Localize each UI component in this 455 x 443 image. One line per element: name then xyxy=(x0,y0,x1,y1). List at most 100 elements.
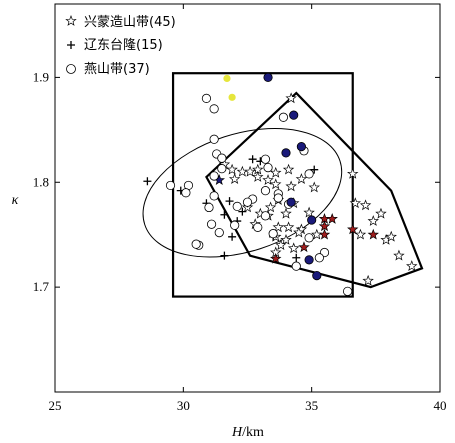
data-point-circle xyxy=(278,112,289,122)
data-point-star xyxy=(362,274,374,286)
data-point-circle xyxy=(314,253,324,263)
y-axis-title: κ xyxy=(12,193,19,208)
x-axis: 25 30 35 40 xyxy=(49,4,447,413)
region-ellipse xyxy=(142,128,343,258)
legend-plus-icon xyxy=(67,41,75,49)
data-point-circle xyxy=(217,153,227,163)
data-point-circle-navy xyxy=(304,255,314,265)
data-point-star-red xyxy=(326,212,338,224)
data-point-star xyxy=(270,178,282,190)
data-point-star xyxy=(287,242,300,254)
data-point-circle xyxy=(260,186,271,196)
data-point-circle xyxy=(209,134,219,144)
data-point-star xyxy=(406,260,418,272)
data-point-star xyxy=(354,228,367,240)
data-point-circle xyxy=(342,286,353,296)
data-point-star-red xyxy=(367,228,379,240)
data-point-star xyxy=(244,165,256,177)
data-point-circle xyxy=(191,239,201,249)
data-point-star xyxy=(282,163,295,175)
data-point-star xyxy=(347,167,359,179)
data-point-plus xyxy=(292,253,301,262)
data-point-plus xyxy=(220,210,229,219)
legend-label-plus: 辽东台隆(15) xyxy=(84,38,163,53)
data-point-circle xyxy=(263,162,273,173)
data-point-star xyxy=(303,206,315,218)
data-point-circle xyxy=(232,201,242,211)
data-point-star xyxy=(285,180,297,192)
data-point-star xyxy=(275,239,287,251)
x-axis-title: H/km xyxy=(231,425,264,440)
y-tick-label: 1.7 xyxy=(33,279,50,294)
data-point-star-red xyxy=(318,228,331,240)
data-point-star-red xyxy=(270,252,282,264)
data-point-star xyxy=(280,207,292,219)
data-point-circle xyxy=(206,219,217,229)
data-point-circle xyxy=(304,169,314,179)
data-point-circle xyxy=(273,193,283,203)
data-point-circle xyxy=(253,222,263,232)
data-point-circle-yellow xyxy=(228,93,236,101)
data-point-plus xyxy=(228,232,237,241)
data-point-star xyxy=(308,181,320,193)
data-point-star-red xyxy=(298,241,310,253)
data-point-circle xyxy=(260,211,271,221)
data-point-circle-yellow xyxy=(223,74,231,83)
data-point-circle xyxy=(230,220,240,230)
data-point-plus xyxy=(220,251,229,260)
y-axis: 1.7 1.8 1.9 xyxy=(33,69,440,294)
plot-frame xyxy=(54,3,441,393)
x-tick-label: 40 xyxy=(434,398,447,413)
legend-star-icon xyxy=(65,14,77,26)
data-point-circle xyxy=(214,228,224,238)
data-point-star xyxy=(293,226,305,238)
chart-points xyxy=(143,72,418,296)
data-point-star xyxy=(285,92,297,104)
data-point-plus xyxy=(225,197,234,206)
data-point-star xyxy=(359,199,372,211)
data-point-circle-navy xyxy=(289,110,299,120)
data-point-circle xyxy=(181,188,191,198)
legend-marker-circle xyxy=(66,64,76,74)
data-point-circle xyxy=(268,229,278,239)
data-point-star xyxy=(226,163,238,175)
legend-circle-icon xyxy=(66,64,76,74)
data-point-circle-navy xyxy=(307,215,317,225)
region-rectangle xyxy=(171,72,354,298)
legend-label-circle: 燕山带(37) xyxy=(84,62,150,77)
data-point-circle xyxy=(260,154,271,164)
legend: 兴蒙造山带(45) 辽东台隆(15) 燕山带(37) xyxy=(65,14,176,77)
data-point-star xyxy=(280,233,292,245)
data-point-star xyxy=(236,165,249,177)
legend-label-star: 兴蒙造山带(45) xyxy=(84,15,176,30)
data-point-circle-navy xyxy=(263,72,273,83)
y-tick-label: 1.8 xyxy=(33,174,49,189)
data-point-star xyxy=(375,207,387,219)
data-point-star xyxy=(349,197,362,209)
data-point-plus xyxy=(143,177,152,186)
legend-marker-star xyxy=(65,14,77,26)
data-point-circle xyxy=(217,164,227,174)
x-tick-label: 25 xyxy=(49,398,62,413)
x-tick-label: 35 xyxy=(305,398,318,413)
data-point-circle xyxy=(204,202,214,213)
data-point-circle xyxy=(209,171,219,181)
data-point-star xyxy=(385,230,397,242)
data-point-plus xyxy=(248,155,257,164)
data-point-star xyxy=(282,221,295,233)
data-point-circle-navy xyxy=(312,270,322,281)
data-point-circle xyxy=(165,180,176,191)
data-point-circle-navy xyxy=(296,142,306,152)
data-point-star xyxy=(252,171,264,182)
data-point-circle-navy xyxy=(286,197,296,207)
data-point-star xyxy=(393,249,405,261)
data-point-circle xyxy=(209,104,219,114)
y-tick-label: 1.9 xyxy=(33,69,49,84)
data-point-circle xyxy=(304,233,314,243)
data-point-star xyxy=(270,166,282,178)
data-point-star xyxy=(272,221,285,233)
data-point-star xyxy=(367,215,379,226)
data-point-star xyxy=(228,173,241,184)
data-point-circle-navy xyxy=(281,148,291,158)
